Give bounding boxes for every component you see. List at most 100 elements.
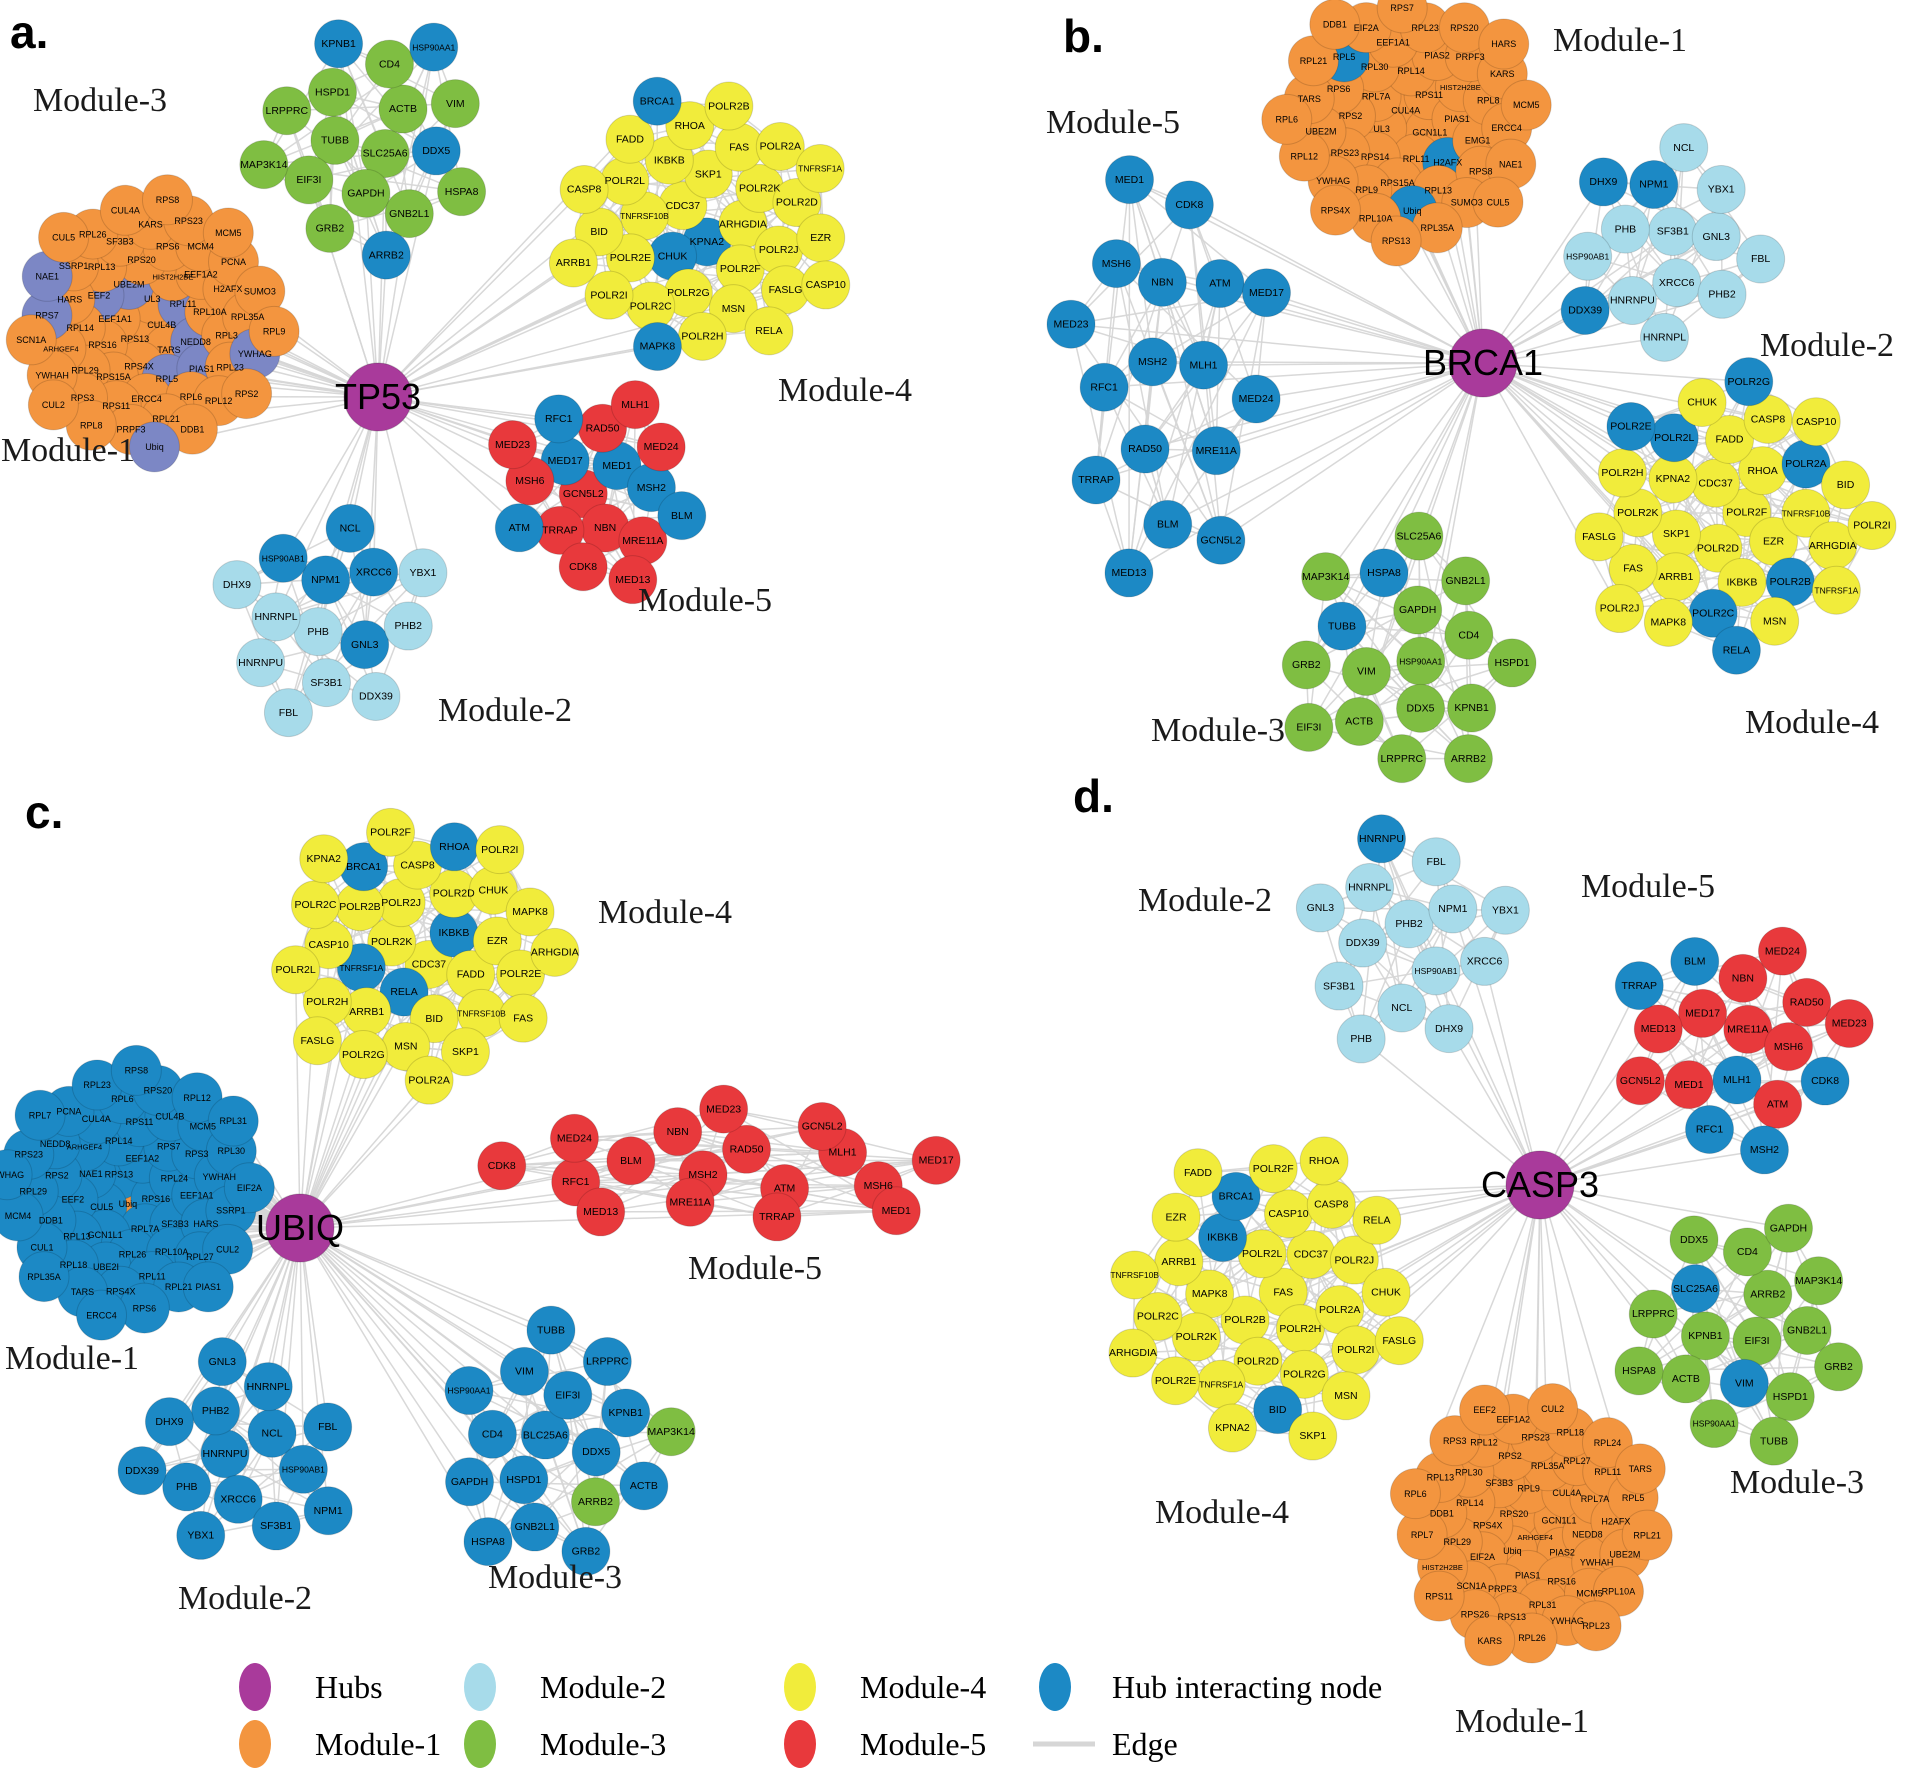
node-label-FASLG: FASLG [1382, 1335, 1416, 1347]
node-RFC1 [1079, 362, 1129, 412]
node-YBX1 [398, 548, 448, 598]
node-label-RPS2: RPS2 [45, 1171, 69, 1181]
node-label-MSH2: MSH2 [1750, 1144, 1779, 1156]
node-label-XRCC6: XRCC6 [220, 1493, 256, 1505]
node-TUBB [1317, 601, 1367, 651]
node-label-RPL9: RPL9 [1356, 185, 1379, 195]
node-label-CD4: CD4 [482, 1428, 503, 1440]
node-label-POLR2H: POLR2H [306, 996, 348, 1008]
node-MED23 [1046, 299, 1096, 349]
node-label-MED23: MED23 [1053, 318, 1088, 330]
node-HNRNPL [251, 592, 301, 642]
node-HSP90AB1 [258, 533, 308, 583]
node-label-RPL29: RPL29 [1444, 1537, 1472, 1547]
node-label-RPL13: RPL13 [63, 1231, 91, 1241]
node-RPS4X [1309, 184, 1361, 236]
node-label-RPL21: RPL21 [1300, 56, 1328, 66]
node-SKP1 [440, 1027, 490, 1077]
node-CHUK [1677, 377, 1727, 427]
node-label-BLM: BLM [1157, 519, 1179, 531]
node-label-VIM: VIM [446, 98, 465, 110]
node-label-POLR2K: POLR2K [371, 936, 412, 948]
edge [501, 1151, 843, 1167]
node-ARRB1 [548, 238, 598, 288]
hub-label-TP53: TP53 [335, 376, 421, 417]
edge [677, 1130, 879, 1187]
node-label-CHUK: CHUK [1687, 397, 1717, 409]
node-POLR2J [1595, 584, 1645, 634]
node-label-RPL6: RPL6 [1276, 115, 1299, 125]
node-label-RPL6: RPL6 [111, 1094, 134, 1104]
node-label-DDB1: DDB1 [1323, 20, 1347, 30]
node-label-BRCA1: BRCA1 [640, 95, 675, 107]
node-POLR2F [366, 807, 416, 857]
node-label-CUL1: CUL1 [30, 1242, 53, 1252]
hub-edge [1539, 1184, 1687, 1380]
node-label-POLR2L: POLR2L [605, 175, 645, 187]
node-label-POLR2K: POLR2K [1176, 1331, 1217, 1343]
node-RPL7 [14, 1089, 66, 1141]
node-RPL12 [171, 1072, 223, 1124]
node-label-PIAS1: PIAS1 [1515, 1571, 1541, 1581]
edge [200, 1426, 329, 1537]
hub-edge [377, 294, 610, 398]
node-label-DDX5: DDX5 [1680, 1234, 1708, 1246]
node-HSPD1 [1487, 638, 1537, 688]
node-CUL2 [27, 379, 79, 431]
node-label-ARRB2: ARRB2 [1750, 1288, 1785, 1300]
node-MED17 [1241, 268, 1291, 318]
node-label-RPL14: RPL14 [67, 323, 95, 333]
node-label-SF3B1: SF3B1 [1323, 980, 1355, 992]
node-label-MCM4: MCM4 [187, 241, 214, 251]
node-POLR2A [404, 1055, 454, 1105]
node-FBL [263, 688, 313, 738]
node-label-GAPDH: GAPDH [347, 188, 384, 200]
node-label-BID: BID [590, 226, 608, 238]
node-label-GCN1L1: GCN1L1 [1541, 1515, 1576, 1525]
node-label-PHB: PHB [1350, 1033, 1372, 1045]
edge [1358, 572, 1385, 722]
node-label-HSPD1: HSPD1 [315, 86, 350, 98]
node-label-FBL: FBL [1427, 856, 1446, 868]
node-GNL3 [340, 620, 390, 670]
node-BLM [1143, 499, 1193, 549]
node-label-MLH1: MLH1 [1723, 1074, 1751, 1086]
edge [1128, 179, 1131, 573]
node-label-RPS16: RPS16 [88, 340, 117, 350]
node-GNB2L1 [1441, 556, 1491, 606]
node-label-XRCC6: XRCC6 [1467, 956, 1503, 968]
node-label-KARS: KARS [138, 219, 163, 229]
node-label-SF3B3: SF3B3 [106, 236, 134, 246]
node-MAP3K14 [239, 140, 289, 190]
node-label-PCNA: PCNA [221, 257, 246, 267]
node-label-Ubiq: Ubiq [1503, 1546, 1522, 1556]
node-label-FBL: FBL [1751, 253, 1770, 265]
node-EIF3I [1284, 702, 1334, 752]
node-label-HNRNPU: HNRNPU [238, 657, 283, 669]
node-label-IKBKB: IKBKB [1727, 577, 1758, 589]
node-label-FBL: FBL [279, 707, 298, 719]
node-label-GRB2: GRB2 [1292, 659, 1321, 671]
node-label-BID: BID [1837, 479, 1855, 491]
node-label-EIF3I: EIF3I [296, 174, 321, 186]
node-label-RPL13: RPL13 [1427, 1473, 1455, 1483]
node-ACTB [1334, 696, 1384, 746]
node-label-PRPF3: PRPF3 [1456, 52, 1485, 62]
node-label-PIAS1: PIAS1 [189, 364, 215, 374]
node-SCN1A [5, 314, 57, 366]
node-label-MRE11A: MRE11A [1196, 445, 1237, 457]
node-label-EIF2A: EIF2A [1354, 23, 1379, 33]
node-label-MED13: MED13 [1111, 567, 1146, 579]
node-label-HSP90AA1: HSP90AA1 [1399, 656, 1442, 666]
node-CD4 [1444, 610, 1494, 660]
node-FASLG [292, 1016, 342, 1066]
node-label-ARRB1: ARRB1 [349, 1006, 384, 1018]
node-label-RPL14: RPL14 [1456, 1498, 1484, 1508]
node-label-MCM5: MCM5 [190, 1121, 217, 1131]
node-label-ARRB1: ARRB1 [556, 257, 591, 269]
node-label-POLR2C: POLR2C [1692, 607, 1734, 619]
node-TNFRSF1A [795, 144, 845, 194]
node-MAP3K14 [1301, 552, 1351, 602]
node-GCN5L2 [1196, 515, 1246, 565]
node-GAPDH [341, 168, 391, 218]
